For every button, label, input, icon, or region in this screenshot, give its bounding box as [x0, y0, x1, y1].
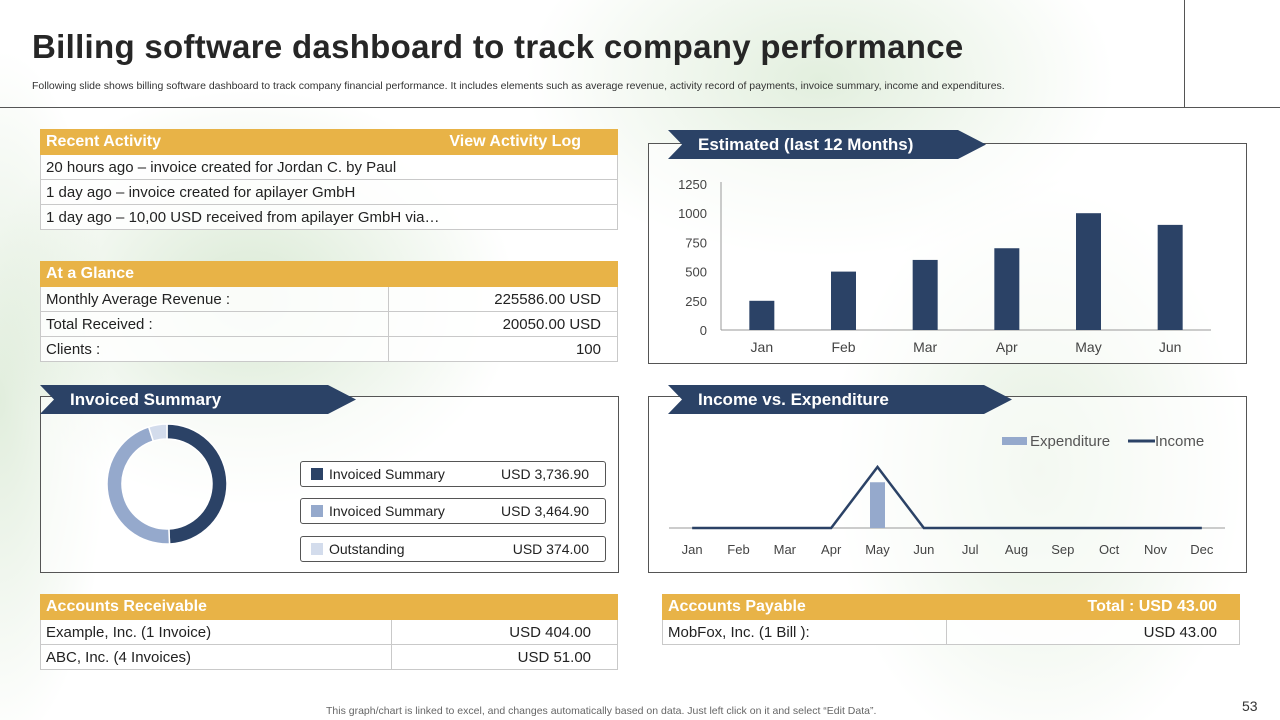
- view-activity-log-link[interactable]: View Activity Log: [282, 129, 619, 155]
- receivable-value: USD 51.00: [390, 644, 619, 670]
- accounts-receivable-title: Accounts Receivable: [40, 594, 618, 620]
- estimated-chart-panel: 0 250 500 750 1000 1250 Jan Feb Mar Apr May Jun: [648, 143, 1247, 364]
- legend-expenditure-label: Expenditure: [1030, 433, 1110, 450]
- x-tick-label: Mar: [913, 339, 937, 355]
- activity-item: 20 hours ago – invoice created for Jorda…: [40, 154, 618, 180]
- x-tick-label: Jul: [962, 542, 979, 557]
- recent-activity-table: Recent Activity View Activity Log 20 hou…: [40, 129, 619, 230]
- x-tick-label: Nov: [1144, 542, 1168, 557]
- x-tick-label: Oct: [1099, 542, 1120, 557]
- y-tick-label: 0: [700, 323, 707, 338]
- page-number: 53: [1242, 698, 1258, 714]
- invoiced-summary-item: Invoiced Summary USD 3,464.90: [300, 498, 606, 524]
- x-tick-label: Sep: [1051, 542, 1074, 557]
- bar-feb: [831, 271, 856, 330]
- x-tick-label: Jan: [751, 339, 774, 355]
- page-subtitle: Following slide shows billing software d…: [32, 80, 1005, 92]
- x-tick-label: Dec: [1190, 542, 1214, 557]
- x-tick-label: Jun: [913, 542, 934, 557]
- x-tick-label: May: [865, 542, 890, 557]
- receivable-row: Example, Inc. (1 Invoice) USD 404.00: [40, 619, 619, 645]
- activity-row: 20 hours ago – invoice created for Jorda…: [40, 154, 618, 180]
- legend-label: Outstanding: [329, 541, 405, 557]
- glance-value: 20050.00 USD: [387, 311, 619, 337]
- legend-label: Invoiced Summary: [329, 466, 445, 482]
- x-tick-label: May: [1075, 339, 1101, 355]
- accounts-payable-table: Accounts Payable Total : USD 43.00 MobFo…: [661, 594, 1240, 645]
- donut-slice: [106, 425, 171, 545]
- header-divider-horizontal: [0, 107, 1280, 108]
- glance-label: Total Received :: [40, 311, 389, 337]
- invoiced-summary-title: Invoiced Summary: [40, 385, 356, 414]
- accounts-receivable-table: Accounts Receivable Example, Inc. (1 Inv…: [40, 594, 619, 670]
- bar-jan: [749, 300, 775, 330]
- at-a-glance-title: At a Glance: [40, 261, 618, 287]
- expenditure-bar-may: [870, 482, 885, 528]
- legend-value: USD 3,464.90: [501, 503, 589, 519]
- legend-expenditure-swatch: [1002, 437, 1027, 445]
- donut-slice: [166, 423, 228, 545]
- x-tick-label: Jan: [682, 542, 703, 557]
- bar-apr: [994, 248, 1020, 330]
- activity-item: 1 day ago – invoice created for apilayer…: [40, 179, 618, 205]
- y-tick-label: 750: [685, 235, 707, 250]
- glance-row: Clients : 100: [40, 336, 619, 362]
- accounts-payable-title: Accounts Payable: [661, 594, 948, 620]
- legend-value: USD 3,736.90: [501, 466, 589, 482]
- at-a-glance-table: At a Glance Monthly Average Revenue : 22…: [40, 261, 619, 362]
- glance-value: 225586.00 USD: [387, 286, 619, 312]
- glance-value: 100: [387, 336, 619, 362]
- chart-footnote: This graph/chart is linked to excel, and…: [326, 705, 877, 717]
- payable-row: MobFox, Inc. (1 Bill ): USD 43.00: [661, 619, 1240, 645]
- invoiced-donut-chart: [106, 423, 228, 545]
- activity-row: 1 day ago – 10,00 USD received from apil…: [40, 204, 618, 230]
- x-tick-label: Apr: [821, 542, 842, 557]
- x-tick-label: Feb: [727, 542, 749, 557]
- x-tick-label: Aug: [1005, 542, 1028, 557]
- income-expenditure-panel: Jan Feb Mar Apr May Jun Jul Aug Sep Oct Nov Dec Expe…: [648, 396, 1247, 573]
- legend-swatch: [311, 543, 323, 555]
- receivable-row: ABC, Inc. (4 Invoices) USD 51.00: [40, 644, 619, 670]
- receivable-label: Example, Inc. (1 Invoice): [40, 619, 392, 645]
- accounts-payable-total: Total : USD 43.00: [946, 594, 1240, 620]
- payable-label: MobFox, Inc. (1 Bill ):: [661, 619, 948, 645]
- legend-swatch: [311, 468, 323, 480]
- x-tick-label: Jun: [1159, 339, 1182, 355]
- recent-activity-title: Recent Activity: [40, 129, 284, 155]
- y-tick-label: 1250: [678, 177, 707, 192]
- legend-income-label: Income: [1155, 433, 1204, 450]
- glance-label: Monthly Average Revenue :: [40, 286, 389, 312]
- page-title: Billing software dashboard to track comp…: [32, 28, 964, 65]
- legend-swatch: [311, 505, 323, 517]
- outstanding-item: Outstanding USD 374.00: [300, 536, 606, 562]
- glance-row: Total Received : 20050.00 USD: [40, 311, 619, 337]
- estimated-chart-title: Estimated (last 12 Months): [668, 130, 986, 159]
- x-tick-label: Apr: [996, 339, 1018, 355]
- y-tick-label: 250: [685, 294, 707, 309]
- receivable-value: USD 404.00: [390, 619, 619, 645]
- receivable-label: ABC, Inc. (4 Invoices): [40, 644, 392, 670]
- y-tick-label: 500: [685, 265, 707, 280]
- income-expenditure-chart: Jan Feb Mar Apr May Jun Jul Aug Sep Oct Nov Dec Expe…: [669, 433, 1225, 557]
- x-tick-label: Feb: [831, 339, 855, 355]
- bar-may: [1076, 213, 1101, 330]
- activity-item: 1 day ago – 10,00 USD received from apil…: [40, 204, 618, 230]
- payable-value: USD 43.00: [946, 619, 1240, 645]
- x-tick-label: Mar: [774, 542, 797, 557]
- glance-row: Monthly Average Revenue : 225586.00 USD: [40, 286, 619, 312]
- estimated-bar-chart: 0 250 500 750 1000 1250 Jan Feb Mar Apr May Jun: [678, 177, 1211, 355]
- bar-mar: [912, 259, 938, 330]
- bar-jun: [1157, 224, 1183, 330]
- income-line: [692, 464, 1202, 530]
- y-tick-label: 1000: [678, 206, 707, 221]
- legend-label: Invoiced Summary: [329, 503, 445, 519]
- legend-value: USD 374.00: [512, 541, 589, 557]
- invoiced-summary-item: Invoiced Summary USD 3,736.90: [300, 461, 606, 487]
- header-divider-vertical: [1184, 0, 1185, 108]
- income-expenditure-title: Income vs. Expenditure: [668, 385, 1012, 414]
- glance-label: Clients :: [40, 336, 389, 362]
- activity-row: 1 day ago – invoice created for apilayer…: [40, 179, 618, 205]
- donut-slice: [147, 423, 168, 443]
